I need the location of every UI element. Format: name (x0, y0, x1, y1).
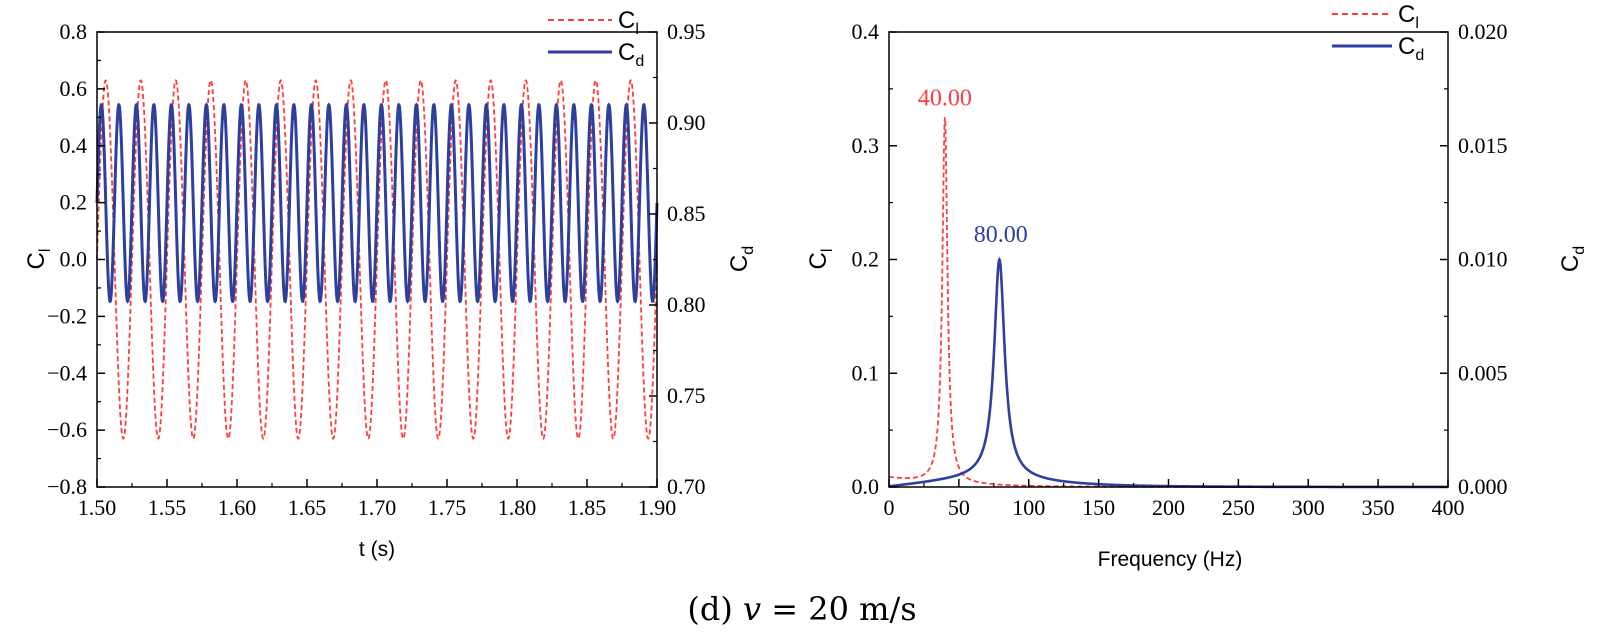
y-left-tick-label: 0.2 (852, 247, 880, 272)
caption-symbol: v (742, 590, 762, 628)
x-tick-label: 1.55 (148, 495, 187, 520)
legend: Cl Cd (548, 7, 644, 70)
x-tick-label: 1.75 (428, 495, 467, 520)
series-cd-line (888, 256, 1448, 489)
y-right-tick-label: 0.75 (667, 383, 706, 408)
y-left-label-main: C (805, 252, 832, 269)
legend-cl-label: Cl (1398, 1, 1419, 32)
svg-text:Cd: Cd (1557, 246, 1588, 272)
y-right-tick-label: 0.000 (1458, 474, 1508, 499)
x-axis-label: Frequency (Hz) (1098, 548, 1243, 571)
y-left-label-main: C (23, 252, 50, 269)
caption-label: (d) (687, 590, 733, 628)
x-tick-label: 1.50 (78, 495, 117, 520)
x-axis-label: t (s) (359, 538, 395, 561)
y-right-axis-label: Cd (726, 246, 757, 272)
legend-cd-label: Cd (618, 39, 644, 70)
x-tick-label: 1.90 (638, 495, 677, 520)
y-right-tick-label: 0.95 (667, 19, 706, 44)
y-right-tick-label: 0.005 (1458, 360, 1508, 385)
y-left-tick-label: 0.2 (60, 190, 88, 215)
x-tick-label: 50 (948, 495, 970, 520)
y-left-tick-label: −0.6 (47, 417, 87, 442)
y-right-tick-label: 0.015 (1458, 133, 1508, 158)
x-tick-label: 1.65 (288, 495, 327, 520)
y-left-tick-label: 0.4 (852, 19, 880, 44)
figure: 1.50 1.55 1.60 1.65 1.70 1.75 1.80 1.85 1.900.80… (23, 1, 1588, 571)
y-right-label-sub: d (740, 246, 757, 255)
peak-label-cl: 40.00 (918, 86, 972, 112)
y-right-axis-label: Cd (1557, 246, 1588, 272)
y-right-tick-label: 0.70 (667, 474, 706, 499)
figure-caption: (d) v = 20 m/s (0, 584, 1604, 634)
y-left-tick-label: −0.8 (47, 474, 87, 499)
y-left-tick-label: −0.4 (47, 360, 87, 385)
series-cl-line (96, 79, 658, 440)
y-left-axis-label: Cl (23, 249, 54, 270)
y-right-tick-label: 0.010 (1458, 247, 1508, 272)
y-right-label-main: C (1557, 255, 1584, 272)
series-layer (95, 79, 659, 440)
y-left-axis-label: Cl (805, 249, 836, 270)
y-left-tick-label: 0.0 (60, 247, 88, 272)
y-right-label-sub: d (1571, 246, 1588, 255)
x-tick-label: 200 (1152, 495, 1185, 520)
y-right-tick-label: 0.85 (667, 201, 706, 226)
x-tick-label: 150 (1082, 495, 1115, 520)
plot-frame (888, 31, 1449, 488)
chart-time-series: 1.50 1.55 1.60 1.65 1.70 1.75 1.80 1.85 1.900.80… (23, 7, 757, 561)
x-tick-label: 1.85 (568, 495, 607, 520)
ticks-layer: 1.50 1.55 1.60 1.65 1.70 1.75 1.80 1.85 1.900.80… (47, 19, 705, 520)
legend: Cl Cd (1332, 1, 1424, 64)
x-tick-label: 300 (1292, 495, 1325, 520)
x-tick-label: 400 (1432, 495, 1465, 520)
x-tick-label: 350 (1362, 495, 1395, 520)
legend-cd-label: Cd (1398, 33, 1424, 64)
y-right-tick-label: 0.90 (667, 110, 706, 135)
y-left-tick-label: −0.2 (47, 303, 87, 328)
legend-cl-label: Cl (618, 7, 639, 38)
chart-frequency-spectrum: 0 50 100 150 200 250 300 350 4000.40.30.20.10.00… (805, 1, 1588, 571)
y-right-tick-label: 0.020 (1458, 19, 1508, 44)
y-left-tick-label: 0.4 (60, 133, 88, 158)
y-right-label-main: C (726, 255, 753, 272)
y-left-tick-label: 0.6 (60, 76, 88, 101)
y-left-label-sub: l (819, 249, 836, 253)
svg-text:Cl: Cl (805, 249, 836, 270)
y-left-label-sub: l (37, 249, 54, 253)
x-tick-label: 250 (1222, 495, 1255, 520)
series-cd-line (95, 102, 659, 304)
x-tick-label: 1.80 (498, 495, 537, 520)
y-left-tick-label: 0.3 (852, 133, 880, 158)
svg-text:Cd: Cd (726, 246, 757, 272)
y-left-tick-label: 0.0 (852, 474, 880, 499)
caption-value: = 20 m/s (771, 590, 917, 628)
y-left-tick-label: 0.8 (60, 19, 88, 44)
ticks-layer: 0 50 100 150 200 250 300 350 4000.40.30.20.10.00… (852, 19, 1508, 520)
peak-label-cd: 80.00 (974, 222, 1028, 248)
x-tick-label: 100 (1012, 495, 1045, 520)
x-tick-label: 0 (884, 495, 895, 520)
y-left-tick-label: 0.1 (852, 360, 880, 385)
y-right-tick-label: 0.80 (667, 292, 706, 317)
annotations-layer: 40.00 80.00 (918, 86, 1028, 249)
series-layer (888, 117, 1448, 489)
series-cl-line (888, 117, 1448, 488)
x-tick-label: 1.70 (358, 495, 397, 520)
x-tick-label: 1.60 (218, 495, 257, 520)
svg-text:Cl: Cl (23, 249, 54, 270)
